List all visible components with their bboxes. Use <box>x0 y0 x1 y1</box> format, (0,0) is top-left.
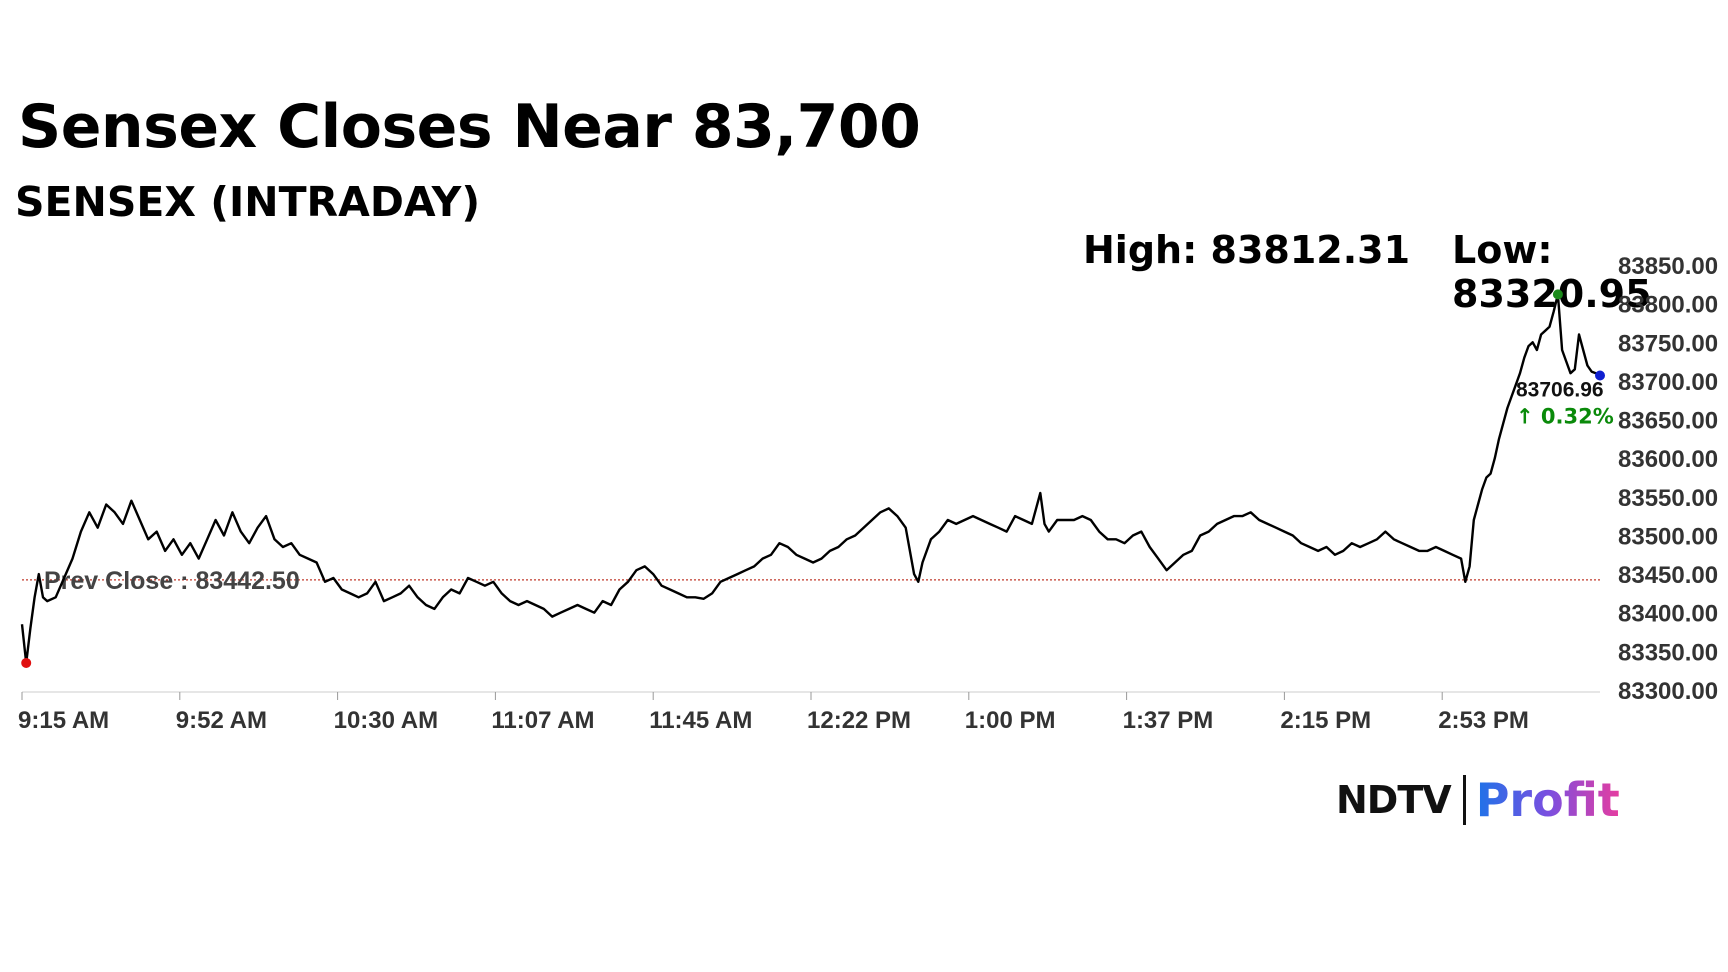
y-tick-label: 83300.00 <box>1618 678 1718 705</box>
low-marker <box>21 657 32 668</box>
x-tick-label: 10:30 AM <box>334 707 438 734</box>
y-tick-label: 83600.00 <box>1618 446 1718 473</box>
last-value-marker <box>1595 370 1605 381</box>
x-tick-label: 2:53 PM <box>1438 707 1529 734</box>
y-tick-label: 83800.00 <box>1618 292 1718 319</box>
change-percent-label: ↑ 0.32% <box>1516 405 1614 429</box>
high-label: High: 83812.31 <box>1083 228 1411 272</box>
logo-product: Profit <box>1475 773 1620 827</box>
x-axis-ticks: 9:15 AM 9:52 AM 10:30 AM 11:07 AM 11:45 AM 12… <box>18 692 1529 734</box>
y-tick-label: 83350.00 <box>1618 639 1718 666</box>
y-tick-label: 83750.00 <box>1618 330 1718 357</box>
chart-title: SENSEX (INTRADAY) <box>15 178 481 226</box>
x-tick-label: 1:00 PM <box>965 707 1056 734</box>
x-tick-label: 9:52 AM <box>176 707 267 734</box>
ndtv-profit-logo: NDTV Profit <box>1336 772 1620 828</box>
y-tick-label: 83850.00 <box>1618 253 1718 280</box>
low-label: Low: 83320.95 <box>1452 228 1652 316</box>
x-tick-label: 12:22 PM <box>807 707 911 734</box>
x-tick-label: 11:45 AM <box>649 707 752 734</box>
y-tick-label: 83450.00 <box>1618 562 1718 589</box>
y-tick-label: 83400.00 <box>1618 601 1718 628</box>
y-tick-label: 83650.00 <box>1618 408 1718 435</box>
y-tick-label: 83500.00 <box>1618 523 1718 550</box>
price-series-line <box>20 293 1601 665</box>
y-tick-label: 83550.00 <box>1618 485 1718 512</box>
y-tick-label: 83700.00 <box>1618 369 1718 396</box>
x-tick-label: 11:07 AM <box>491 707 594 734</box>
logo-brand: NDTV <box>1336 778 1452 822</box>
prev-close-label: Prev Close : 83442.50 <box>44 567 300 595</box>
x-tick-label: 2:15 PM <box>1280 707 1371 734</box>
x-tick-label: 9:15 AM <box>18 707 109 734</box>
headline: Sensex Closes Near 83,700 <box>18 92 921 162</box>
x-tick-label: 1:37 PM <box>1123 707 1214 734</box>
high-marker <box>1552 289 1563 300</box>
last-value-label: 83706.96 <box>1516 379 1604 402</box>
y-axis-ticks: 83300.00 83350.00 83400.00 83450.00 83500.00… <box>1618 253 1718 705</box>
logo-divider <box>1462 775 1466 825</box>
